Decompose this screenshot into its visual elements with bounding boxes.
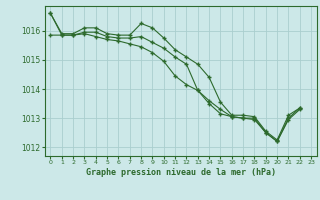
X-axis label: Graphe pression niveau de la mer (hPa): Graphe pression niveau de la mer (hPa) <box>86 168 276 177</box>
